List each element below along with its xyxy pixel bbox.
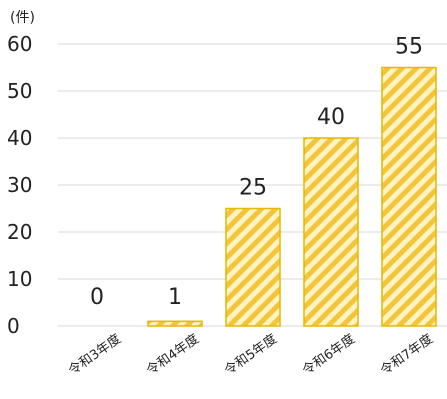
- y-tick-label: 20: [7, 220, 32, 244]
- y-tick-label: 10: [7, 267, 32, 291]
- y-tick-label: 60: [7, 32, 32, 56]
- x-axis-categories: 令和3年度 令和4年度 令和5年度 令和6年度 令和7年度: [65, 331, 436, 379]
- data-label: 0: [90, 285, 104, 310]
- category-label: 令和3年度: [65, 331, 124, 379]
- data-label: 55: [395, 35, 423, 60]
- bar: [225, 207, 281, 327]
- category-label: 令和7年度: [377, 331, 436, 379]
- y-tick-label: 0: [7, 314, 20, 338]
- bars: [147, 66, 437, 327]
- bar: [381, 66, 437, 327]
- y-tick-label: 40: [7, 126, 32, 150]
- data-labels: 0 1 25 40 55: [90, 35, 423, 311]
- y-tick-label: 50: [7, 79, 32, 103]
- bar: [303, 137, 359, 327]
- category-label: 令和4年度: [143, 331, 202, 379]
- data-label: 1: [168, 285, 182, 310]
- y-tick-label: 30: [7, 173, 32, 197]
- data-label: 40: [317, 105, 345, 130]
- category-label: 令和6年度: [299, 331, 358, 379]
- data-label: 25: [239, 176, 267, 201]
- y-axis-ticks: 0 10 20 30 40 50 60: [7, 32, 32, 338]
- y-unit-label: (件): [10, 10, 35, 26]
- category-label: 令和5年度: [221, 331, 280, 379]
- bar: [147, 320, 203, 327]
